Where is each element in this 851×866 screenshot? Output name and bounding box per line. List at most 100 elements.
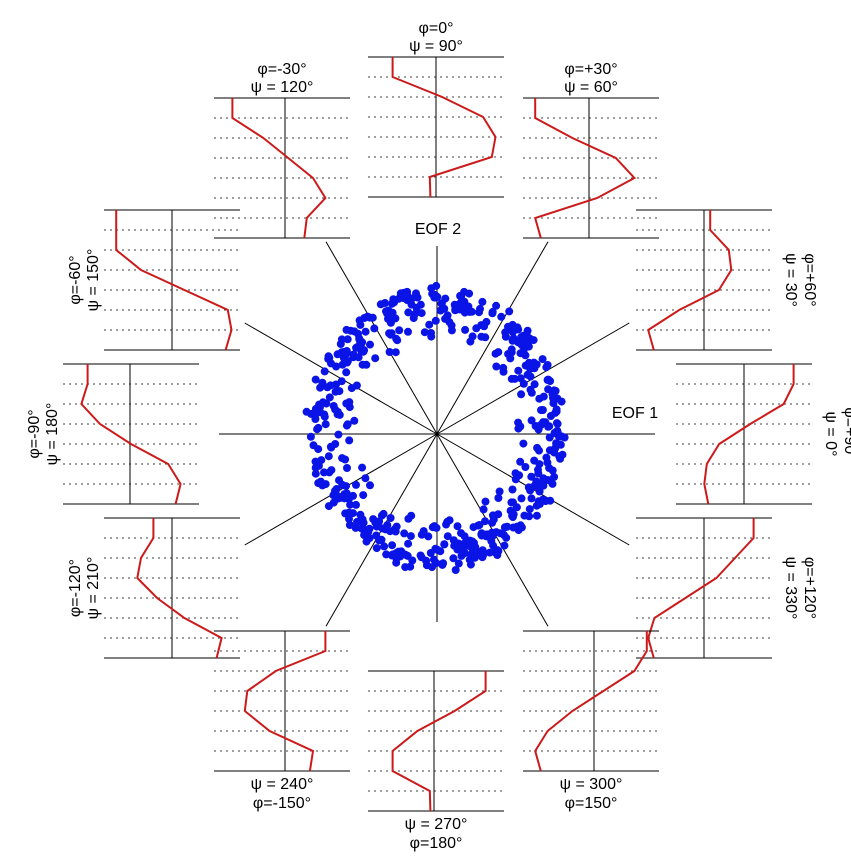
scatter-point xyxy=(497,312,506,321)
scatter-point xyxy=(535,487,544,496)
scatter-point xyxy=(472,324,481,333)
scatter-point xyxy=(332,485,341,493)
phi-label: φ=150° xyxy=(565,795,618,812)
scatter-point xyxy=(523,326,532,335)
scatter-point xyxy=(427,332,436,341)
psi-label: ψ = 330° xyxy=(782,557,799,620)
scatter-point xyxy=(492,301,501,310)
scatter-point xyxy=(494,494,503,502)
eof2-axis-label: EOF 2 xyxy=(415,221,461,238)
scatter-point xyxy=(505,307,514,316)
scatter-point xyxy=(502,533,511,542)
scatter-point xyxy=(441,294,450,303)
scatter-point xyxy=(479,505,488,514)
phi-label: φ=+120° xyxy=(801,557,818,619)
scatter-point xyxy=(525,505,534,514)
scatter-point xyxy=(494,510,503,519)
scatter-point xyxy=(312,408,321,417)
scatter-point xyxy=(548,466,557,475)
scatter-point xyxy=(538,355,547,364)
scatter-point xyxy=(509,510,518,519)
profile-panel-p120: φ=-30°ψ = 120° xyxy=(214,61,350,239)
scatter-point xyxy=(306,432,315,441)
scatter-point xyxy=(494,348,503,357)
profile-curve xyxy=(231,98,327,239)
scatter-point xyxy=(358,463,367,472)
profile-panel-p330: ψ = 330° φ=+120° xyxy=(636,517,818,659)
scatter-point xyxy=(534,469,543,478)
scatter-point xyxy=(320,468,328,477)
scatter-point xyxy=(385,329,394,338)
psi-label: ψ = 30° xyxy=(782,253,799,307)
scatter-point xyxy=(343,420,352,429)
scatter-point xyxy=(525,358,533,367)
psi-label: ψ = 60° xyxy=(564,79,618,96)
psi-label: ψ = 240° xyxy=(251,776,314,793)
profile-panel-p180: φ=-90° ψ = 180° xyxy=(26,363,199,505)
psi-label: ψ = 210° xyxy=(85,557,102,620)
scatter-point xyxy=(526,385,535,394)
scatter-point xyxy=(546,412,555,420)
scatter-point xyxy=(432,281,441,290)
scatter-point xyxy=(542,476,551,484)
scatter-point xyxy=(432,523,441,532)
profile-curve xyxy=(243,631,327,772)
scatter-point xyxy=(411,309,419,318)
eof1-axis-label: EOF 1 xyxy=(612,405,658,422)
scatter-point xyxy=(326,442,335,451)
scatter-point xyxy=(478,297,487,306)
scatter-point xyxy=(320,367,329,376)
psi-label: ψ = 180° xyxy=(44,403,61,466)
scatter-point xyxy=(349,509,357,518)
scatter-point xyxy=(467,543,476,552)
scatter-point xyxy=(501,332,510,341)
scatter-point xyxy=(341,509,350,518)
scatter-point xyxy=(372,544,381,553)
scatter-point xyxy=(321,420,330,429)
scatter-point xyxy=(441,314,450,323)
phi-label: φ=-90° xyxy=(26,409,43,458)
scatter-point xyxy=(481,517,489,526)
scatter-point xyxy=(495,487,504,496)
scatter-point xyxy=(521,463,530,471)
scatter-point xyxy=(366,481,374,490)
scatter-point xyxy=(551,386,560,395)
scatter-point xyxy=(532,511,541,520)
scatter-point xyxy=(511,475,520,484)
scatter-point xyxy=(338,454,347,463)
scatter-point xyxy=(468,332,477,341)
ray-120 xyxy=(325,241,438,435)
scatter-point xyxy=(313,425,322,434)
scatter-point xyxy=(456,291,465,300)
scatter-point xyxy=(457,529,465,538)
scatter-point xyxy=(346,326,355,335)
scatter-point xyxy=(349,353,358,362)
profile-curve xyxy=(703,364,795,505)
scatter-point xyxy=(372,531,381,540)
scatter-point xyxy=(453,522,462,531)
scatter-point xyxy=(517,523,526,532)
phi-label: φ=+30° xyxy=(564,61,617,78)
scatter-point xyxy=(485,548,494,557)
scatter-point xyxy=(324,352,333,361)
scatter-point xyxy=(346,500,355,509)
scatter-point xyxy=(543,361,552,369)
scatter-point xyxy=(404,327,412,336)
scatter-point xyxy=(385,348,394,356)
profile-panel-p60: φ=+30°ψ = 60° xyxy=(523,61,659,239)
scatter-point xyxy=(343,335,352,344)
scatter-point xyxy=(523,340,532,349)
scatter-point xyxy=(539,418,548,427)
scatter-point xyxy=(442,520,451,529)
scatter-point xyxy=(412,289,420,298)
psi-label: ψ = 300° xyxy=(560,776,623,793)
scatter-point xyxy=(391,348,400,357)
scatter-point xyxy=(529,482,538,491)
scatter-point xyxy=(356,320,365,329)
scatter-point xyxy=(539,392,548,401)
phi-label: φ=-30° xyxy=(257,61,306,78)
scatter-point xyxy=(416,300,425,309)
scatter-point xyxy=(482,532,491,541)
scatter-point xyxy=(551,444,560,453)
